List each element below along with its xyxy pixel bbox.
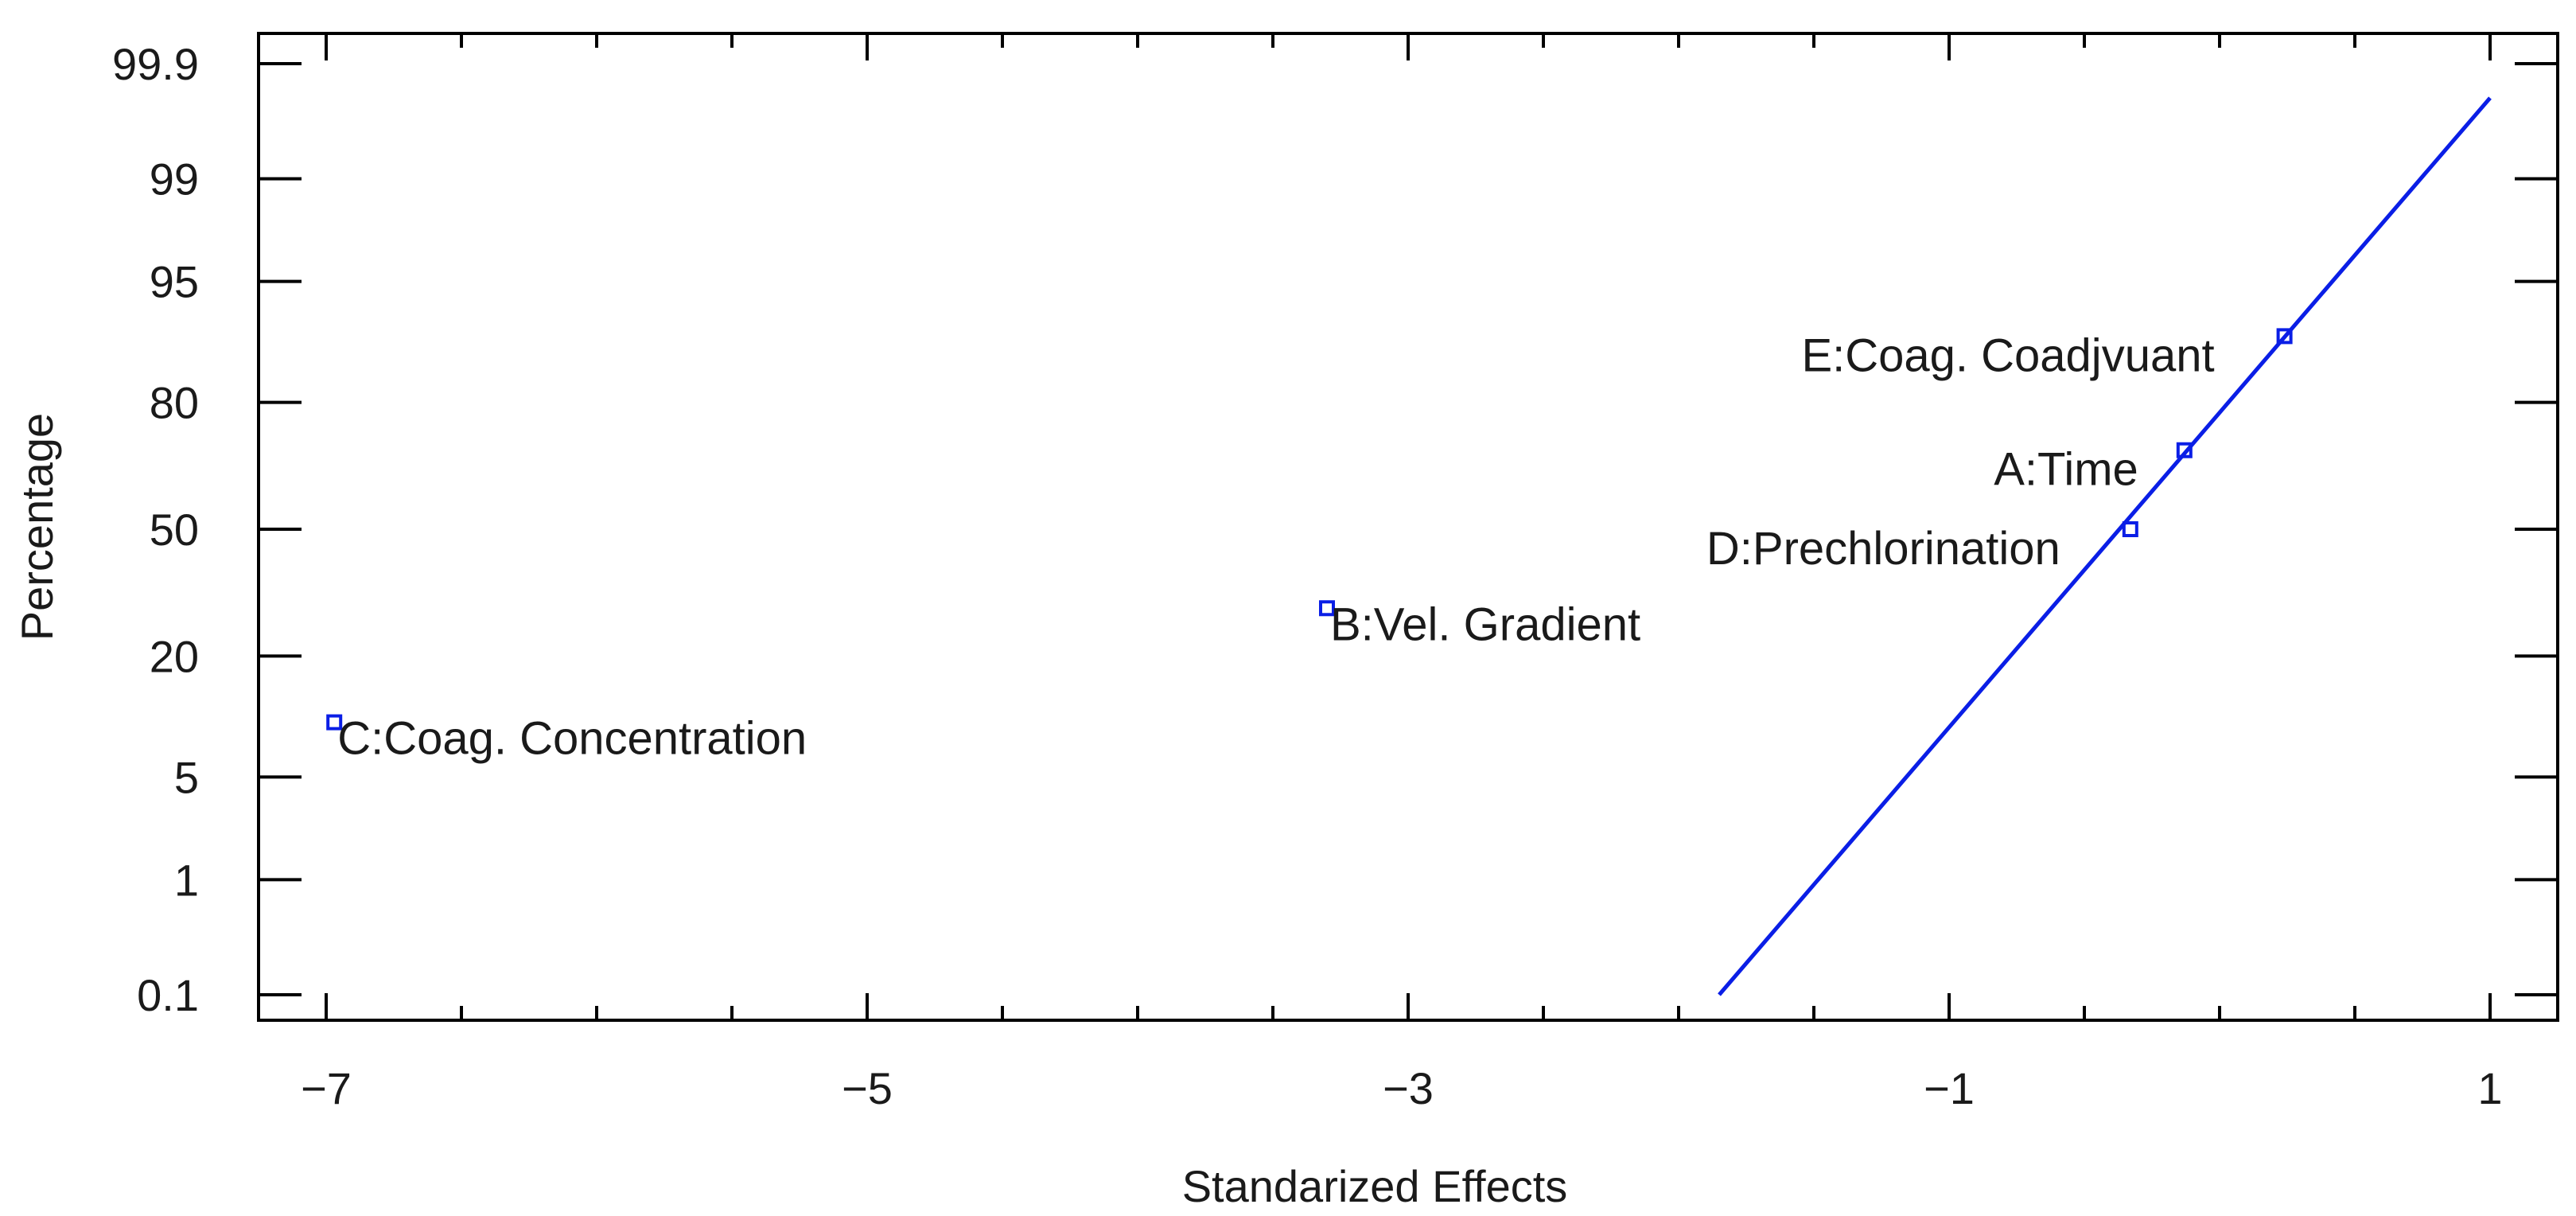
y-tick-label: 5 — [174, 752, 199, 802]
x-tick-label: −7 — [301, 1063, 352, 1113]
y-tick-label: 1 — [174, 855, 199, 905]
point-label: A:Time — [1994, 444, 2138, 496]
data-series: C:Coag. Concentration B:Vel. Gradient D:Pr… — [326, 96, 2492, 996]
y-tick-label: 99 — [150, 154, 199, 205]
point-label: D:Prechlorination — [1706, 523, 2060, 575]
data-point — [2276, 328, 2293, 345]
x-tick-label: −1 — [1924, 1063, 1975, 1113]
normal-reference-line — [1718, 96, 2492, 996]
y-tick-label: 20 — [150, 631, 199, 681]
y-tick-label: 80 — [150, 378, 199, 428]
point-label: C:Coag. Concentration — [337, 713, 807, 765]
y-tick-label: 50 — [150, 505, 199, 555]
x-tick-label: −5 — [842, 1063, 893, 1113]
x-tick-label: 1 — [2477, 1063, 2502, 1113]
y-tick-label: 0.1 — [137, 970, 199, 1020]
y-axis-title: Percentage — [12, 413, 62, 641]
x-tick-label: −3 — [1383, 1063, 1434, 1113]
y-axis-ticks: 0.1 1 5 20 50 80 95 99 99.9 — [112, 39, 2558, 1020]
point-label: B:Vel. Gradient — [1330, 598, 1640, 650]
data-point — [2122, 521, 2138, 537]
x-axis-ticks: −7 −5 −3 −1 1 — [301, 33, 2503, 1113]
y-tick-label: 99.9 — [112, 39, 199, 89]
plot-frame — [257, 32, 2559, 1022]
data-point — [2176, 442, 2193, 458]
point-label: E:Coag. Coadjvuant — [1801, 329, 2214, 381]
data-point — [326, 714, 343, 731]
data-point — [1319, 600, 1335, 617]
y-tick-label: 95 — [150, 257, 199, 307]
x-axis-title: Standarized Effects — [1182, 1161, 1568, 1211]
